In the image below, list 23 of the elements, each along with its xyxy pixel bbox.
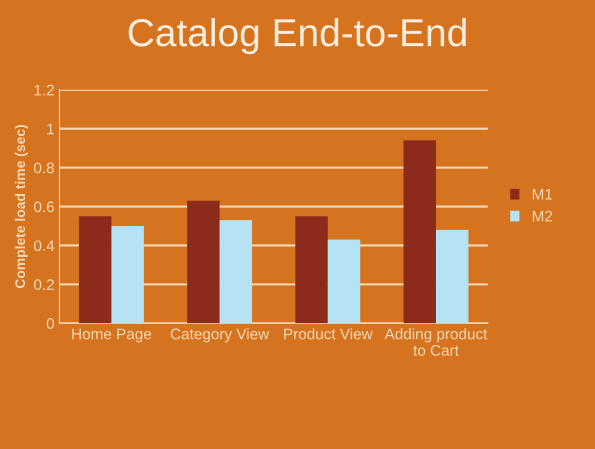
y-tick-label: 1	[47, 124, 54, 134]
x-tick-label: Product View	[284, 328, 373, 340]
bar	[111, 226, 144, 324]
legend-label: M2	[532, 210, 552, 222]
legend-label: M1	[532, 189, 552, 200]
bar	[404, 140, 436, 324]
y-tick-label: 0.6	[34, 201, 54, 212]
x-tick-label: Adding product to Cart	[384, 328, 488, 356]
y-tick-label: 0.4	[34, 240, 54, 252]
bar	[328, 240, 360, 324]
bar	[295, 216, 328, 324]
bar	[78, 216, 112, 324]
bar	[220, 220, 252, 324]
bar	[187, 200, 220, 324]
x-tick-label: Category View	[170, 328, 270, 342]
y-axis-title: Complete load time (sec)	[14, 125, 28, 288]
y-tick-label: 0	[46, 318, 54, 329]
x-tick-label: Home Page	[72, 328, 152, 342]
chart-title: Catalog End-to-End	[128, 18, 466, 54]
bar	[436, 230, 468, 324]
y-tick-label: 1.2	[34, 84, 54, 96]
y-tick-label: 0.8	[34, 162, 54, 174]
y-tick-label: 0.2	[34, 279, 54, 290]
